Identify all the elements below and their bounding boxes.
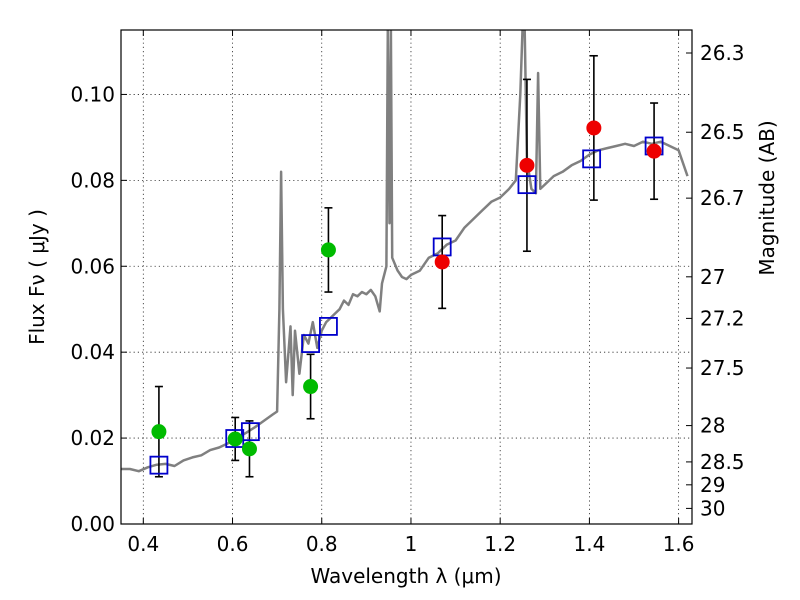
x-tick-label: 0.6 (217, 532, 249, 556)
right-tick-label: 30 (700, 496, 725, 520)
y-tick-label: 0.00 (70, 512, 115, 536)
green-photometry-point (303, 379, 319, 395)
green-photometry-point (241, 441, 257, 457)
right-tick-label: 29 (700, 473, 725, 497)
x-tick-label: 1 (405, 532, 418, 556)
model-flux-square (319, 316, 338, 336)
x-tick-label: 1.6 (663, 532, 695, 556)
right-tick-label: 27.5 (700, 356, 745, 380)
right-tick-label: 26.7 (700, 186, 745, 210)
x-tick-label: 0.8 (306, 532, 338, 556)
right-tick-label: 27.2 (700, 306, 745, 330)
model-flux-square (517, 175, 537, 195)
model-flux-square (225, 429, 245, 448)
red-photometry-point (586, 120, 602, 136)
right-tick-label: 27 (700, 265, 725, 289)
green-photometry-point (151, 424, 167, 440)
right-axis-label: Magnitude (AB) (755, 120, 779, 275)
right-tick-label: 28 (700, 414, 725, 438)
model-flux-square (582, 149, 602, 169)
right-tick-label: 28.5 (700, 450, 745, 474)
model-flux-square (149, 455, 169, 475)
tick-layer: 0.4 0.6 0.8 1 1.2 1.4 1.6 0.00 0.02 0.04 0.06 0.08 0… (70, 30, 745, 556)
data-layer (121, 30, 689, 478)
x-tick-label: 1.4 (573, 532, 605, 556)
y-tick-label: 0.10 (70, 82, 115, 106)
right-tick-label: 26.5 (700, 120, 745, 144)
x-tick-label: 0.4 (127, 532, 159, 556)
right-tick-label: 26.3 (700, 41, 745, 65)
y-tick-label: 0.06 (70, 254, 115, 278)
green-photometry-point (320, 242, 336, 258)
template-spectrum-line (121, 30, 689, 473)
model-flux-square (240, 422, 260, 442)
green-photometry-point (227, 431, 243, 447)
y-tick-label: 0.04 (70, 340, 115, 364)
x-axis-label: Wavelength λ (μm) (310, 564, 501, 588)
y-axis-label: Flux Fν ( μJy ) (25, 209, 49, 345)
red-photometry-point (519, 157, 535, 173)
model-flux-square (301, 334, 320, 353)
red-photometry-point (434, 254, 450, 270)
red-photometry-point (646, 143, 662, 159)
x-tick-label: 1.2 (484, 532, 516, 556)
y-tick-label: 0.02 (70, 426, 115, 450)
y-tick-label: 0.08 (70, 168, 115, 192)
